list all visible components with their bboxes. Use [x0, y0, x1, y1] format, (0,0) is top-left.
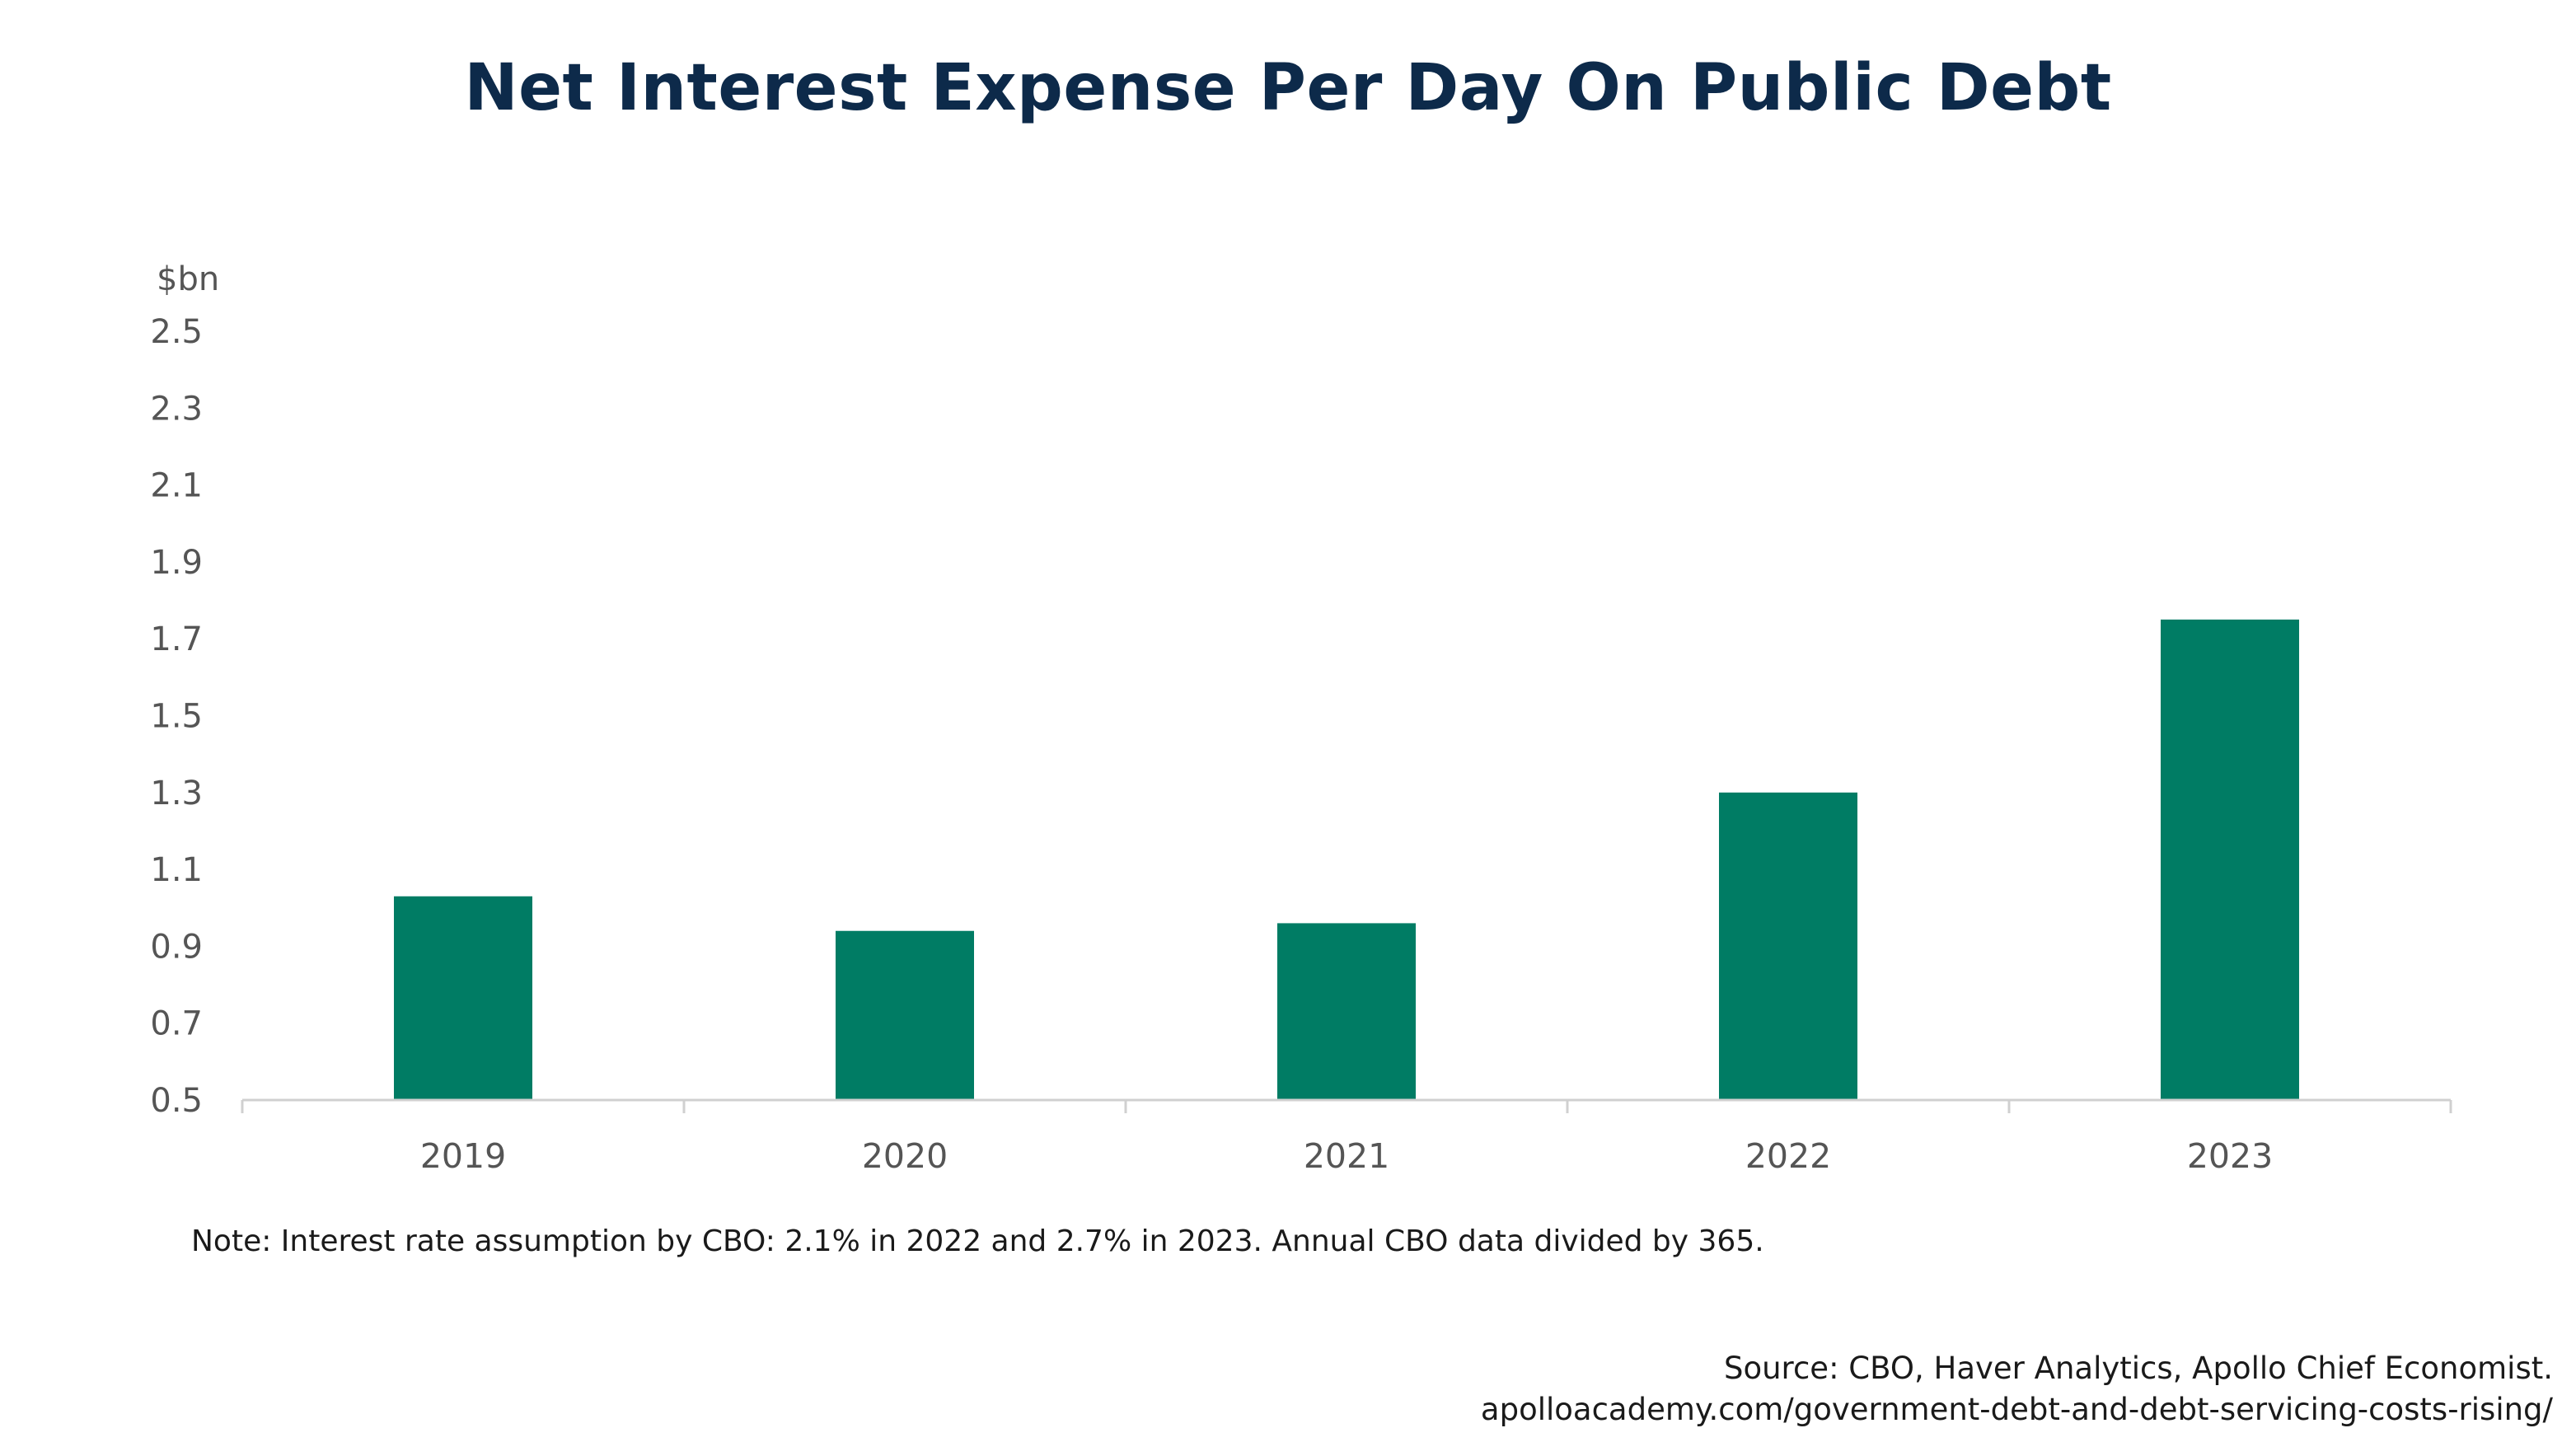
y-tick-label: 2.1	[150, 467, 203, 505]
y-tick-label: 1.9	[150, 544, 203, 582]
chart-title: Net Interest Expense Per Day On Public D…	[464, 51, 2112, 125]
bar-2023	[2161, 619, 2299, 1100]
bars	[394, 619, 2299, 1100]
source-line: Source: CBO, Haver Analytics, Apollo Chi…	[1723, 1351, 2553, 1386]
bar-2020	[836, 930, 974, 1100]
y-tick-label: 0.5	[150, 1082, 203, 1120]
bar-2022	[1719, 792, 1857, 1100]
y-tick-label: 1.7	[150, 620, 203, 658]
x-tick-label: 2021	[1304, 1136, 1389, 1176]
source-attribution: Source: CBO, Haver Analytics, Apollo Chi…	[1481, 1348, 2553, 1430]
y-axis-ticks: 0.5 0.7 0.9 1.1 1.3 1.5 1.7 1.9 2.1 2.3 2.5	[150, 313, 203, 1120]
bar-2019	[394, 896, 532, 1100]
y-tick-label: 1.3	[150, 775, 203, 812]
x-tick-label: 2019	[420, 1136, 506, 1176]
y-axis-unit-label: $bn	[157, 260, 219, 298]
y-tick-label: 0.7	[150, 1005, 203, 1043]
x-tick-label: 2023	[2187, 1136, 2273, 1176]
x-axis: 2019 2020 2021 2022 2023	[241, 1098, 2452, 1176]
x-tick-label: 2020	[862, 1136, 948, 1176]
x-tick-label: 2022	[1745, 1136, 1831, 1176]
chart-note: Note: Interest rate assumption by CBO: 2…	[191, 1224, 1764, 1258]
y-tick-label: 1.5	[150, 698, 203, 736]
source-url: apolloacademy.com/government-debt-and-de…	[1480, 1392, 2553, 1427]
y-tick-label: 1.1	[150, 851, 203, 889]
bar-2021	[1277, 923, 1416, 1100]
y-tick-label: 2.3	[150, 390, 203, 428]
y-tick-label: 0.9	[150, 928, 203, 966]
y-tick-label: 2.5	[150, 313, 203, 351]
